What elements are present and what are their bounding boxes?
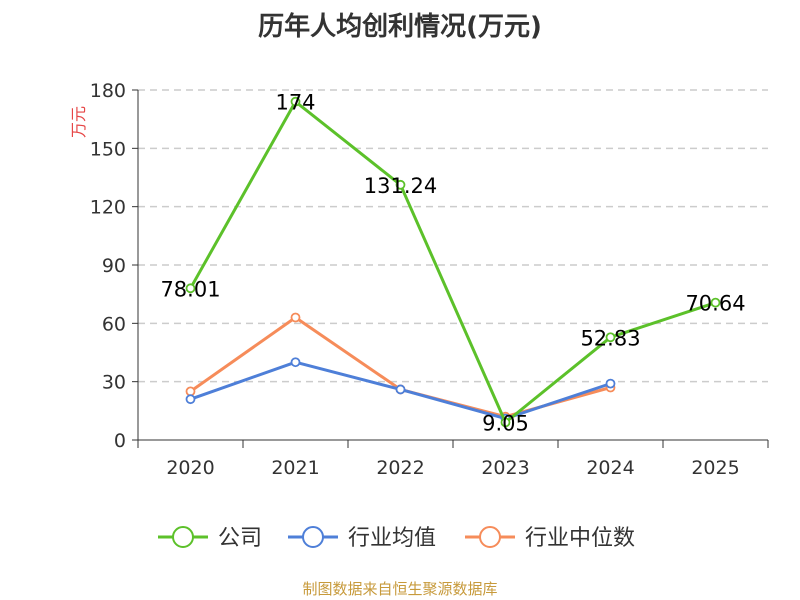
data-label: 70.64 — [685, 292, 745, 316]
y-tick-label: 150 — [90, 138, 126, 160]
legend-marker — [479, 526, 501, 548]
y-axis-unit: 万元 — [69, 106, 88, 138]
series-line — [189, 316, 611, 419]
data-point — [290, 312, 301, 323]
data-point — [395, 179, 406, 190]
data-point — [290, 357, 301, 368]
chart-title: 历年人均创利情况(万元) — [258, 12, 542, 42]
x-tick-label: 2023 — [481, 457, 529, 479]
data-label: 9.05 — [482, 411, 529, 435]
data-point — [500, 417, 511, 428]
data-point — [605, 332, 616, 343]
legend-marker — [302, 526, 324, 548]
gridlines — [138, 89, 768, 383]
y-tick-label: 90 — [102, 255, 126, 277]
x-tick-label: 2024 — [586, 457, 634, 479]
data-label: 78.01 — [160, 277, 220, 301]
x-tick-label: 2021 — [271, 457, 319, 479]
y-tick-label: 0 — [114, 430, 126, 452]
y-axis: 0 30 60 90 120 150 180 — [90, 80, 139, 452]
series-line — [189, 100, 716, 424]
data-point — [395, 384, 406, 395]
x-tick-label: 2025 — [691, 457, 739, 479]
legend-label: 公司 — [218, 526, 262, 551]
data-point — [185, 283, 196, 294]
data-point — [605, 378, 616, 389]
data-point — [290, 96, 301, 107]
x-axis: 2020 2021 2022 2023 2024 2025 — [137, 439, 769, 479]
data-labels: 78.01 174 131.24 9.05 52.83 70.64 — [160, 91, 745, 436]
legend-marker — [172, 526, 194, 548]
series-group — [185, 96, 721, 428]
y-tick-label: 60 — [102, 313, 126, 335]
source-note: 制图数据来自恒生聚源数据库 — [302, 580, 498, 598]
x-tick-label: 2022 — [376, 457, 424, 479]
legend-label: 行业均值 — [348, 526, 436, 551]
data-label: 131.24 — [364, 174, 437, 198]
data-point — [185, 394, 196, 405]
y-tick-label: 30 — [102, 372, 126, 394]
legend: 公司 行业均值 行业中位数 — [158, 526, 635, 551]
x-tick-label: 2020 — [166, 457, 214, 479]
y-tick-label: 120 — [90, 197, 126, 219]
legend-label: 行业中位数 — [525, 526, 635, 551]
data-label: 52.83 — [580, 326, 640, 350]
data-label: 174 — [275, 91, 315, 115]
data-point — [710, 297, 721, 308]
y-tick-label: 180 — [90, 80, 126, 102]
data-point — [185, 386, 196, 397]
